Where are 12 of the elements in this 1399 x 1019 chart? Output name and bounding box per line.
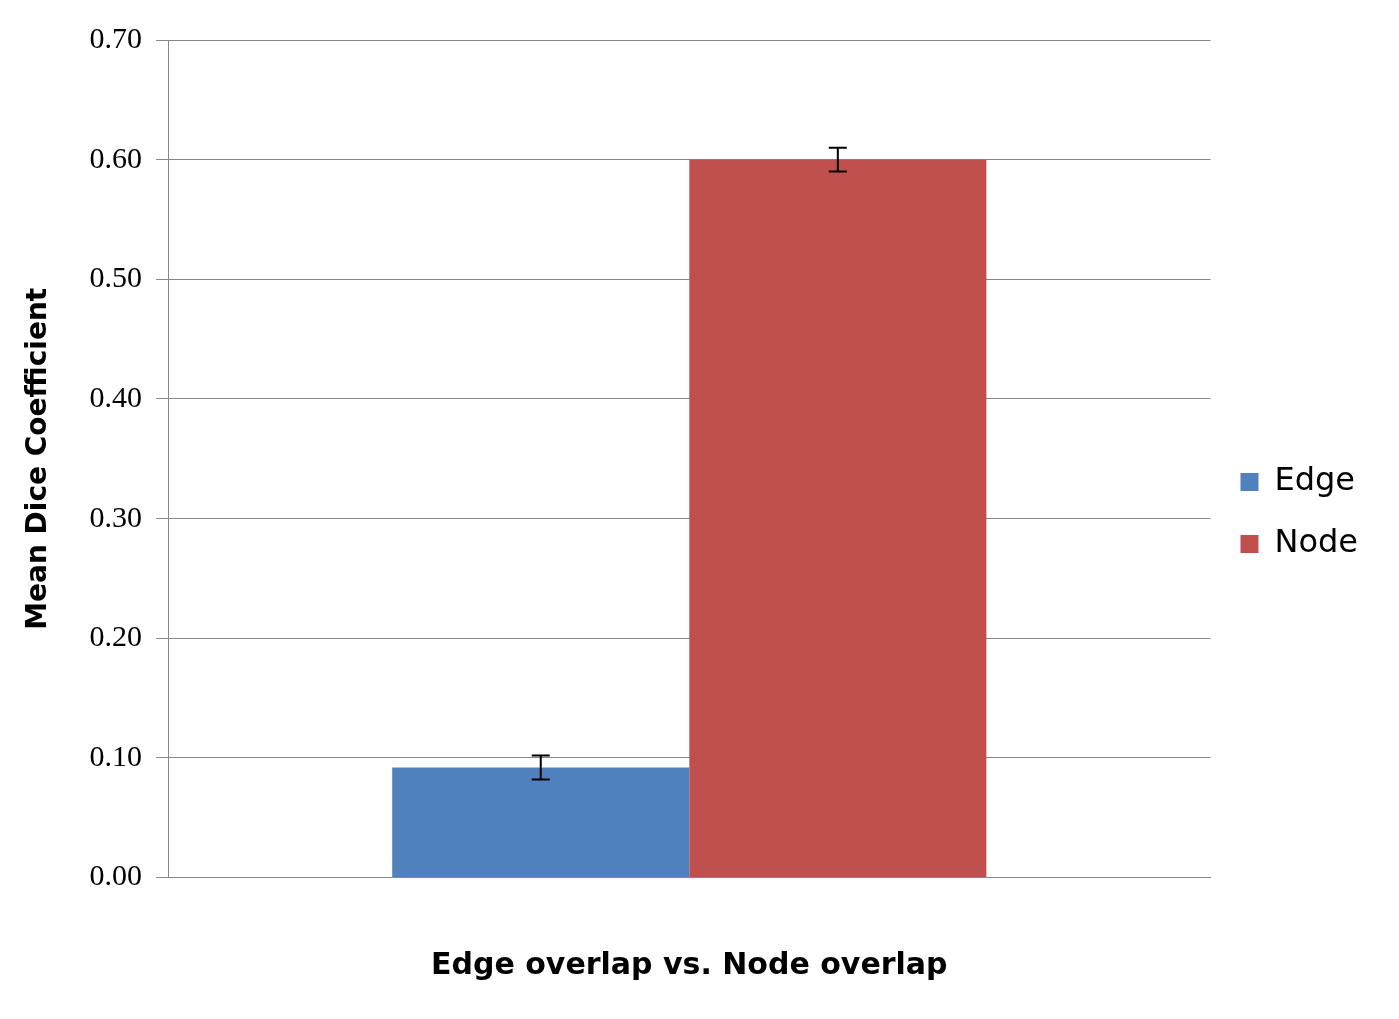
y-tick-label: 0.20 [89,619,143,653]
y-tick-label: 0.00 [89,858,143,892]
y-tick-label: 0.60 [89,140,143,174]
y-tick-label: 0.70 [89,20,143,54]
y-tick-label: 0.30 [89,499,143,533]
y-tick-label: 0.10 [89,738,143,772]
legend-label: Edge [1274,460,1356,499]
y-tick-label: 0.40 [89,379,143,413]
x-axis-title: Edge overlap vs. Node overlap [431,945,948,981]
legend-label: Node [1274,522,1358,561]
y-axis-title: Mean Dice Coefficient [20,287,54,630]
y-tick-label: 0.50 [89,260,143,294]
